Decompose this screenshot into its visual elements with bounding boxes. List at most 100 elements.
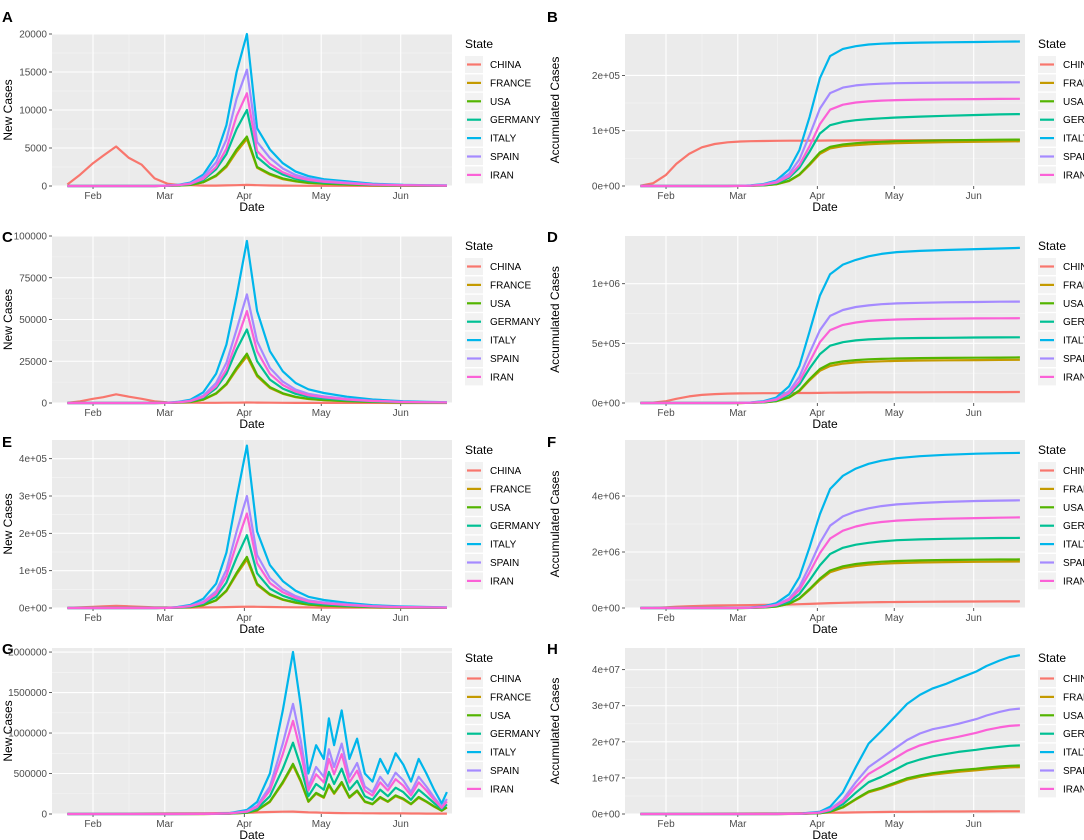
legend-item-usa: USA bbox=[1063, 711, 1084, 722]
x-tick-label: Jun bbox=[966, 819, 982, 830]
y-tick-label: 10000 bbox=[19, 106, 47, 117]
legend-item-iran: IRAN bbox=[1063, 372, 1084, 383]
legend-item-italy: ITALY bbox=[490, 336, 517, 347]
legend-item-iran: IRAN bbox=[490, 170, 514, 181]
y-tick-label: 25000 bbox=[19, 357, 47, 368]
legend-item-france: FRANCE bbox=[1063, 484, 1084, 495]
x-tick-label: May bbox=[885, 191, 904, 202]
x-tick-label: May bbox=[885, 613, 904, 624]
x-tick-label: Jun bbox=[966, 408, 982, 419]
x-tick-label: Mar bbox=[729, 191, 747, 202]
legend-item-france: FRANCE bbox=[1063, 78, 1084, 89]
legend-item-italy: ITALY bbox=[1063, 134, 1084, 145]
y-tick-label: 0e+00 bbox=[592, 604, 621, 615]
panel-label: G bbox=[2, 641, 14, 658]
legend-item-spain: SPAIN bbox=[1063, 152, 1084, 163]
series-line-iran bbox=[67, 92, 447, 188]
x-axis-title: Date bbox=[812, 417, 838, 431]
x-tick-label: Apr bbox=[810, 191, 826, 202]
y-axis-title: Accumulated Cases bbox=[548, 57, 562, 164]
y-tick-label: 4e+06 bbox=[592, 492, 621, 503]
y-tick-label: 1500000 bbox=[8, 688, 47, 699]
x-tick-label: May bbox=[312, 408, 331, 419]
legend-item-iran: IRAN bbox=[490, 784, 514, 795]
legend-item-spain: SPAIN bbox=[1063, 558, 1084, 569]
panel-f: F 0e+00 2e+06 4e+06 Feb Mar Apr May Jun Date Accum… bbox=[547, 434, 1084, 636]
legend-item-france: FRANCE bbox=[1063, 692, 1084, 703]
x-tick-label: May bbox=[885, 819, 904, 830]
legend-item-china: CHINA bbox=[490, 674, 521, 685]
panel-a: A 0 5000 10000 15000 20000 Feb Mar Apr May Jun Date… bbox=[1, 9, 541, 214]
x-axis-title: Date bbox=[239, 417, 265, 431]
series-line-iran bbox=[640, 317, 1020, 405]
x-tick-label: May bbox=[312, 191, 331, 202]
legend-item-germany: GERMANY bbox=[490, 317, 541, 328]
x-tick-label: Jun bbox=[393, 191, 409, 202]
y-tick-label: 2e+07 bbox=[592, 737, 621, 748]
panel-label: B bbox=[547, 9, 558, 26]
legend-item-china: CHINA bbox=[490, 262, 521, 273]
legend-item-iran: IRAN bbox=[1063, 170, 1084, 181]
y-tick-label: 100000 bbox=[14, 232, 48, 243]
y-tick-label: 4e+07 bbox=[592, 665, 621, 676]
y-tick-label: 4e+05 bbox=[19, 454, 48, 465]
legend-item-china: CHINA bbox=[1063, 674, 1084, 685]
y-axis-title: New Cases bbox=[1, 700, 15, 761]
legend-item-spain: SPAIN bbox=[1063, 766, 1084, 777]
legend-item-spain: SPAIN bbox=[490, 152, 519, 163]
legend-item-italy: ITALY bbox=[1063, 748, 1084, 759]
y-tick-label: 0 bbox=[41, 810, 47, 821]
y-tick-label: 2000000 bbox=[8, 648, 47, 659]
x-axis-title: Date bbox=[812, 622, 838, 636]
x-tick-label: Feb bbox=[84, 819, 102, 830]
series-line-china bbox=[66, 145, 447, 187]
legend-title: State bbox=[465, 443, 493, 457]
series-line-china bbox=[67, 604, 447, 609]
x-tick-label: Feb bbox=[657, 191, 675, 202]
panel-label: C bbox=[2, 229, 13, 246]
x-tick-label: Feb bbox=[84, 191, 102, 202]
y-tick-label: 15000 bbox=[19, 68, 47, 79]
panel-h: H 0e+00 1e+07 2e+07 3e+07 4e+07 Feb Mar Apr May Ju… bbox=[547, 641, 1084, 840]
x-tick-label: Feb bbox=[657, 408, 675, 419]
y-tick-label: 0e+00 bbox=[592, 399, 621, 410]
y-tick-label: 2e+05 bbox=[19, 529, 48, 540]
legend-item-usa: USA bbox=[1063, 503, 1084, 514]
x-tick-label: Jun bbox=[966, 191, 982, 202]
legend-item-spain: SPAIN bbox=[1063, 354, 1084, 365]
y-tick-label: 5000 bbox=[25, 144, 48, 155]
series-line-iran bbox=[640, 724, 1020, 816]
y-tick-label: 1e+05 bbox=[19, 566, 48, 577]
y-tick-label: 0e+00 bbox=[19, 604, 48, 615]
y-tick-label: 50000 bbox=[19, 315, 47, 326]
x-tick-label: Mar bbox=[729, 613, 747, 624]
legend-item-china: CHINA bbox=[1063, 60, 1084, 71]
y-axis-title: New Cases bbox=[1, 493, 15, 554]
y-tick-label: 2e+06 bbox=[592, 548, 621, 559]
x-tick-label: Mar bbox=[156, 191, 174, 202]
x-axis-title: Date bbox=[239, 828, 265, 840]
y-tick-label: 2e+05 bbox=[592, 71, 621, 82]
legend-item-usa: USA bbox=[490, 299, 511, 310]
legend-item-china: CHINA bbox=[1063, 466, 1084, 477]
x-tick-label: Jun bbox=[393, 613, 409, 624]
legend-item-germany: GERMANY bbox=[1063, 115, 1084, 126]
y-tick-label: 3e+07 bbox=[592, 701, 621, 712]
x-tick-label: Mar bbox=[729, 408, 747, 419]
y-tick-label: 0e+00 bbox=[592, 810, 621, 821]
x-axis-title: Date bbox=[239, 622, 265, 636]
y-axis-title: New Cases bbox=[1, 79, 15, 140]
x-tick-label: Apr bbox=[237, 191, 253, 202]
legend-item-spain: SPAIN bbox=[490, 558, 519, 569]
panel-label: D bbox=[547, 229, 558, 246]
plot-background bbox=[52, 648, 452, 814]
x-tick-label: Feb bbox=[84, 408, 102, 419]
series-line-iran bbox=[67, 512, 447, 610]
y-tick-label: 500000 bbox=[14, 769, 48, 780]
y-tick-label: 3e+05 bbox=[19, 492, 48, 503]
x-tick-label: Feb bbox=[84, 613, 102, 624]
legend-item-germany: GERMANY bbox=[1063, 521, 1084, 532]
legend-title: State bbox=[465, 651, 493, 665]
y-axis-title: New Cases bbox=[1, 289, 15, 350]
panel-b: B 0e+00 1e+05 2e+05 Feb Mar Apr May Jun Date Accum… bbox=[547, 9, 1084, 214]
